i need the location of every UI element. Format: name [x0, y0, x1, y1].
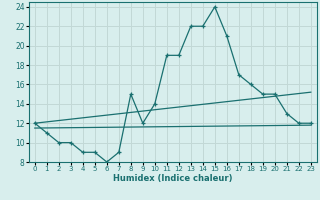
X-axis label: Humidex (Indice chaleur): Humidex (Indice chaleur): [113, 174, 233, 183]
